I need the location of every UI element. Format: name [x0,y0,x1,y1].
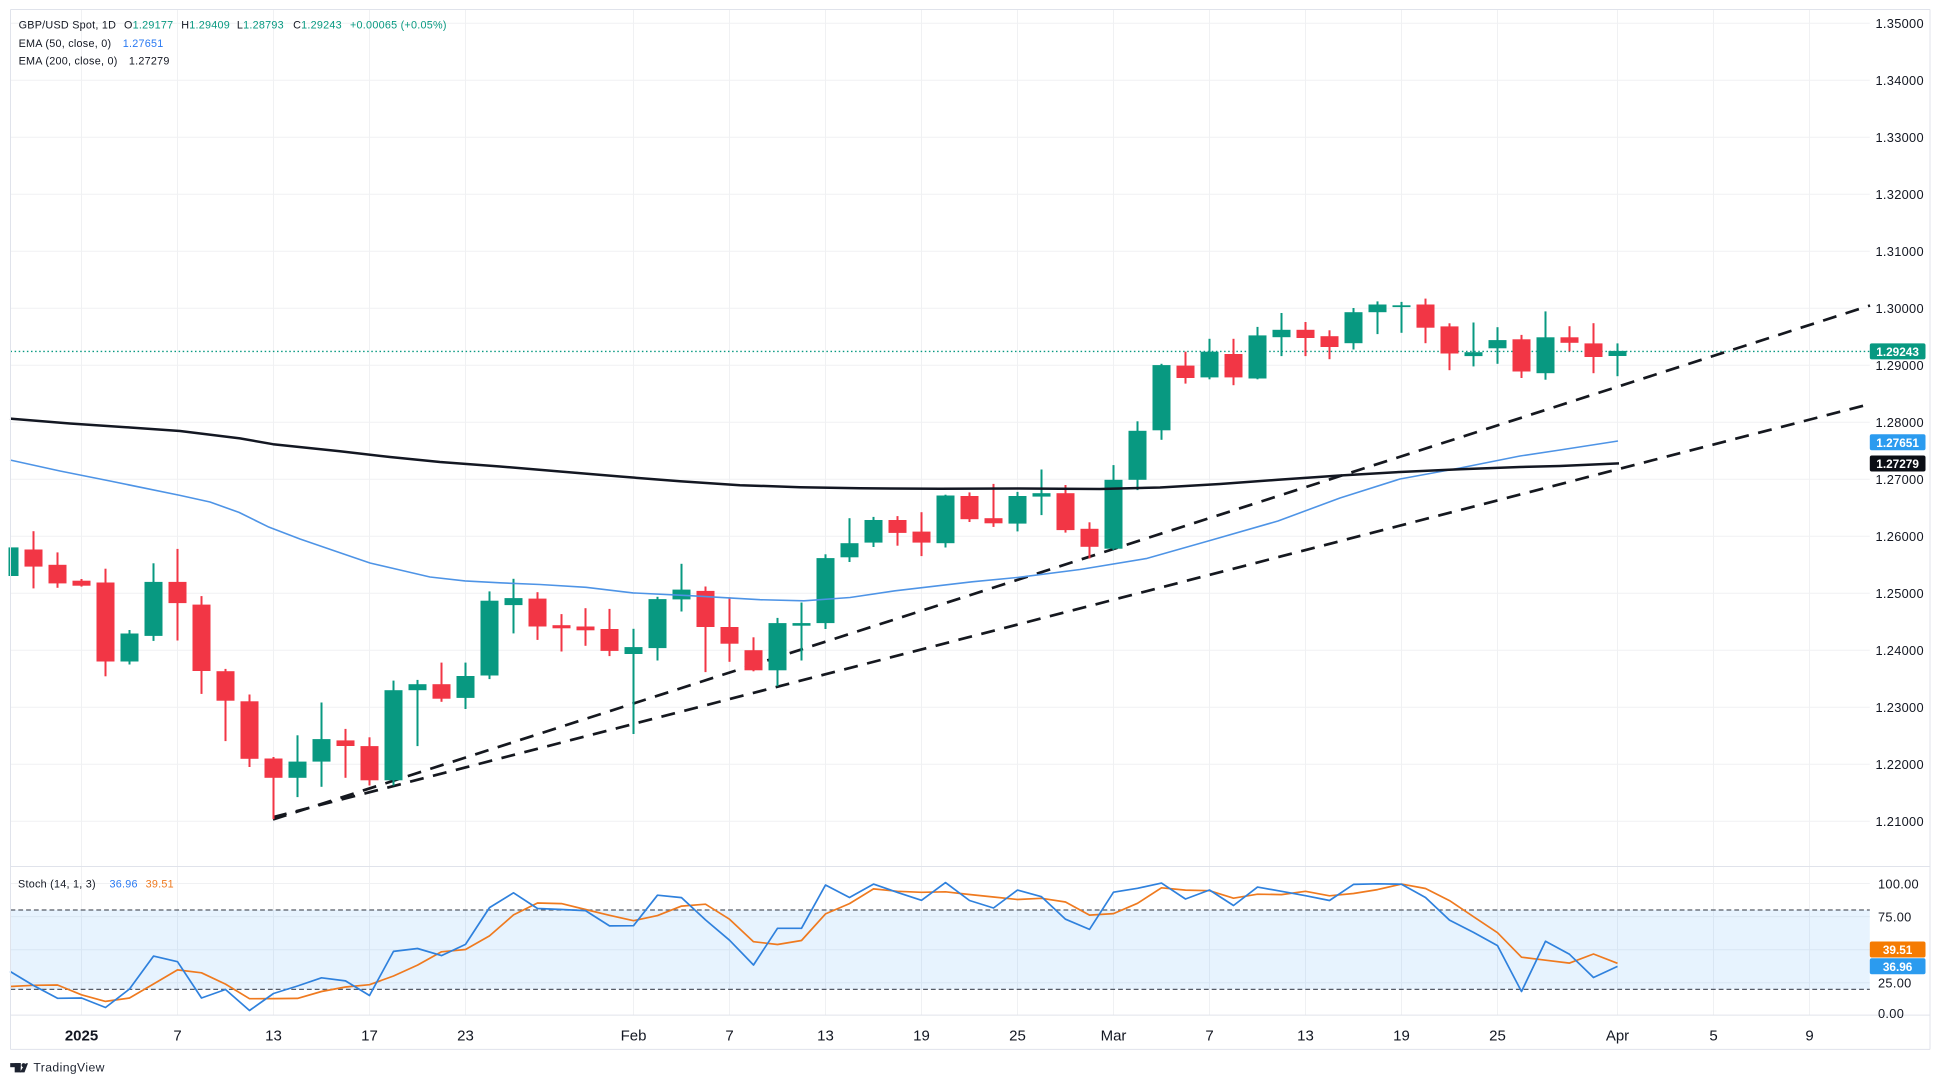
svg-text:1.23000: 1.23000 [1876,700,1924,715]
svg-text:36.96: 36.96 [110,879,138,891]
svg-text:EMA (200, close, 0): EMA (200, close, 0) [19,56,118,68]
svg-text:36.96: 36.96 [1883,960,1913,974]
svg-text:Apr: Apr [1606,1028,1629,1045]
svg-text:1.21000: 1.21000 [1876,814,1924,829]
svg-text:1.22000: 1.22000 [1876,757,1924,772]
svg-text:1.28000: 1.28000 [1876,415,1924,430]
svg-text:1.27279: 1.27279 [1876,457,1919,471]
svg-text:7: 7 [725,1028,733,1045]
svg-text:GBP/USD Spot, 1D: GBP/USD Spot, 1D [19,20,117,32]
svg-text:Stoch (14, 1, 3): Stoch (14, 1, 3) [18,879,96,891]
svg-text:C1.29243: C1.29243 [293,20,342,32]
svg-text:0.00: 0.00 [1878,1006,1904,1021]
svg-text:13: 13 [265,1028,282,1045]
svg-text:1.26000: 1.26000 [1876,529,1924,544]
svg-text:1.30000: 1.30000 [1876,301,1924,316]
svg-text:1.35000: 1.35000 [1876,16,1924,31]
svg-text:1.27651: 1.27651 [1876,436,1919,450]
svg-text:17: 17 [361,1028,378,1045]
svg-text:1.27000: 1.27000 [1876,472,1924,487]
svg-text:23: 23 [457,1028,474,1045]
svg-text:7: 7 [1205,1028,1213,1045]
svg-text:25.00: 25.00 [1878,976,1912,991]
svg-text:2025: 2025 [65,1028,98,1045]
svg-text:19: 19 [913,1028,930,1045]
svg-text:1.29243: 1.29243 [1876,345,1919,359]
svg-text:1.29000: 1.29000 [1876,358,1924,373]
svg-text:Mar: Mar [1101,1028,1127,1045]
svg-text:13: 13 [817,1028,834,1045]
svg-text:1.27651: 1.27651 [123,38,164,50]
svg-text:+0.00065 (+0.05%): +0.00065 (+0.05%) [350,20,447,32]
svg-text:5: 5 [1709,1028,1717,1045]
svg-text:1.25000: 1.25000 [1876,586,1924,601]
svg-text:1.32000: 1.32000 [1876,187,1924,202]
svg-text:19: 19 [1393,1028,1410,1045]
svg-text:39.51: 39.51 [146,879,174,891]
svg-text:1.24000: 1.24000 [1876,643,1924,658]
svg-text:1.31000: 1.31000 [1876,244,1924,259]
svg-text:100.00: 100.00 [1878,876,1919,891]
svg-text:25: 25 [1489,1028,1506,1045]
svg-text:1.34000: 1.34000 [1876,73,1924,88]
svg-text:13: 13 [1297,1028,1314,1045]
svg-text:1.33000: 1.33000 [1876,130,1924,145]
svg-text:9: 9 [1805,1028,1813,1045]
svg-text:TradingView: TradingView [33,1061,104,1075]
svg-text:EMA (50, close, 0): EMA (50, close, 0) [19,38,112,50]
svg-text:L1.28793: L1.28793 [237,20,284,32]
svg-text:25: 25 [1009,1028,1026,1045]
svg-text:Feb: Feb [621,1028,647,1045]
svg-text:O1.29177: O1.29177 [124,20,173,32]
svg-text:H1.29409: H1.29409 [181,20,230,32]
svg-text:1.27279: 1.27279 [129,56,170,68]
svg-text:39.51: 39.51 [1883,943,1913,957]
svg-text:7: 7 [173,1028,181,1045]
svg-text:75.00: 75.00 [1878,909,1912,924]
